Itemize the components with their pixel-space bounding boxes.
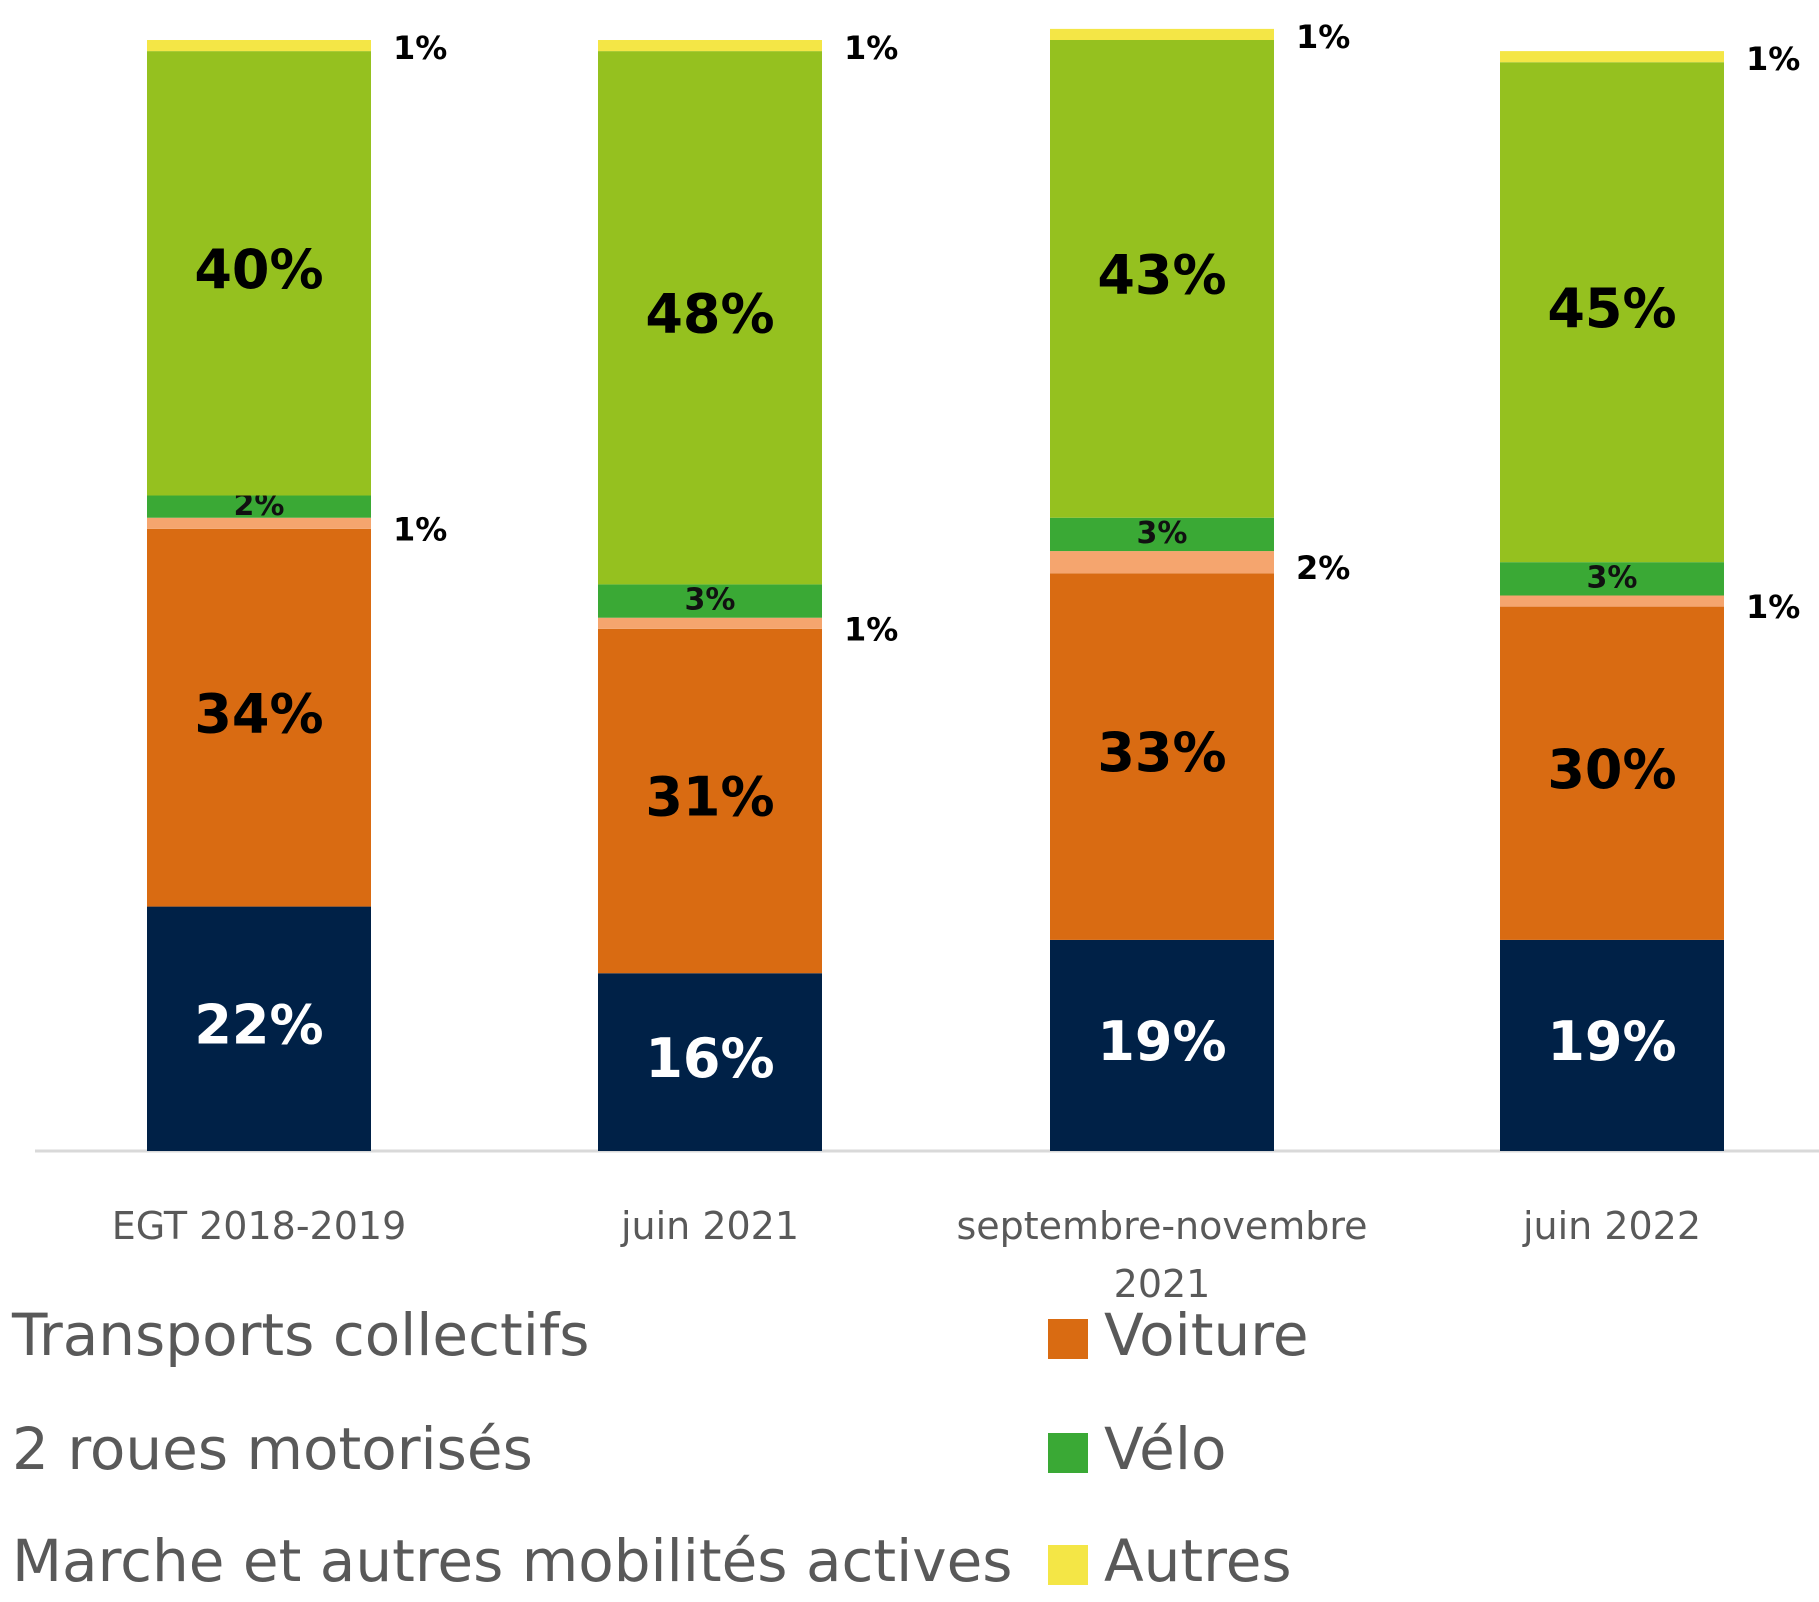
data-label: 34% <box>194 682 323 745</box>
bar-segment <box>147 906 371 1151</box>
legend-label: Vélo <box>1104 1415 1226 1483</box>
data-label: 1% <box>393 510 447 548</box>
data-label: 3% <box>685 583 736 618</box>
legend-label: Transports collectifs <box>11 1301 589 1369</box>
legend-label: Autres <box>1104 1527 1292 1595</box>
data-label: 19% <box>1097 1010 1226 1073</box>
data-label: 48% <box>645 282 774 345</box>
legend-swatch <box>1048 1545 1088 1585</box>
bar-segment <box>1500 595 1724 607</box>
legend-label: Voiture <box>1104 1301 1309 1369</box>
data-label: 1% <box>393 29 447 67</box>
bar-segment <box>1050 939 1274 1151</box>
bar-segment <box>147 51 371 496</box>
bar-segment <box>598 40 822 52</box>
bar-segment <box>1500 62 1724 563</box>
bar-segment <box>598 628 822 974</box>
data-label: 31% <box>645 766 774 829</box>
bar-segment <box>1050 551 1274 574</box>
bar-segment <box>147 40 371 52</box>
bar-segment <box>1050 28 1274 40</box>
data-label: 1% <box>1296 18 1350 56</box>
data-label: 2% <box>1296 549 1350 587</box>
legend-swatch <box>1048 1433 1088 1473</box>
data-label: 19% <box>1547 1010 1676 1073</box>
bar-segment <box>598 584 822 618</box>
data-label: 30% <box>1547 738 1676 801</box>
x-tick-label: EGT 2018-2019 <box>111 1204 407 1248</box>
data-label: 3% <box>1587 560 1638 595</box>
bar-segment <box>1500 51 1724 63</box>
data-label: 1% <box>844 29 898 67</box>
bar-segment <box>1050 573 1274 940</box>
x-tick-label: septembre-novembre 2021 <box>956 1204 1368 1306</box>
bar-segment <box>1500 562 1724 596</box>
data-label: 45% <box>1547 277 1676 340</box>
x-tick-label: juin 2021 <box>620 1204 800 1248</box>
data-label: 1% <box>1746 588 1800 626</box>
bar-segment <box>147 528 371 907</box>
bar-segment <box>147 495 371 518</box>
data-label: 1% <box>1746 40 1800 78</box>
bar-segment <box>598 617 822 629</box>
legend-swatch <box>1048 1319 1088 1359</box>
legend-label: Marche et autres mobilités actives <box>12 1527 1012 1595</box>
data-label: 1% <box>844 610 898 648</box>
legend-label: 2 roues motorisés <box>12 1415 533 1483</box>
bar-segment <box>598 973 822 1151</box>
bar-segment <box>1050 517 1274 552</box>
data-label: 22% <box>194 993 323 1056</box>
bar-segment <box>1500 939 1724 1151</box>
bar-segment <box>1050 40 1274 518</box>
data-label: 40% <box>194 238 323 301</box>
data-label: 33% <box>1097 721 1226 784</box>
data-label: 3% <box>1137 516 1188 551</box>
bar-segment <box>147 517 371 529</box>
data-label: 16% <box>645 1027 774 1090</box>
bar-segment <box>1500 606 1724 940</box>
data-label: 43% <box>1097 244 1226 307</box>
bar-segment <box>598 51 822 585</box>
x-tick-label: juin 2022 <box>1522 1204 1702 1248</box>
